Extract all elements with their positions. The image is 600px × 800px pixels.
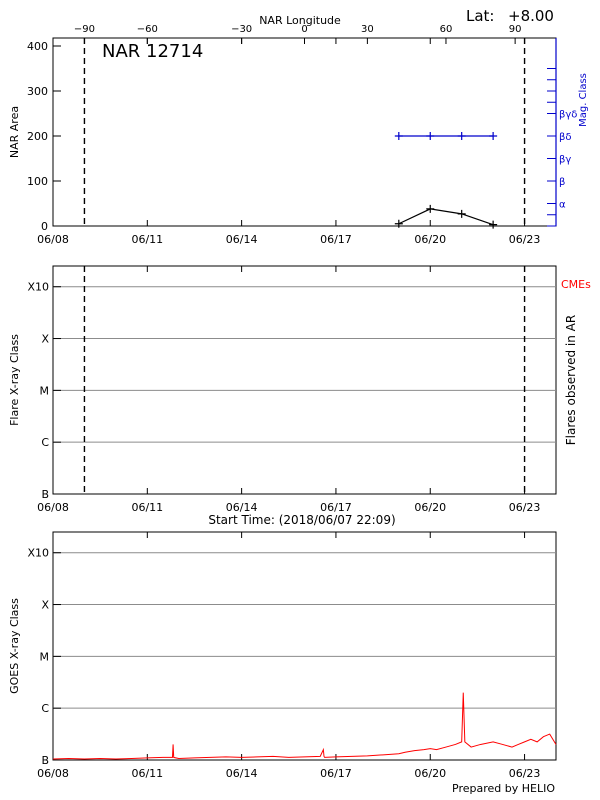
y-tick-label: M bbox=[40, 650, 50, 663]
longitude-tick-label: −30 bbox=[231, 24, 252, 35]
y-tick-label: 400 bbox=[27, 40, 48, 53]
series-line bbox=[398, 208, 494, 226]
nar-area-series bbox=[394, 132, 498, 229]
nar-area-dashed-markers bbox=[83, 38, 526, 226]
longitude-tick-label: 60 bbox=[440, 24, 453, 35]
mag-class-tick-label: βδ bbox=[559, 132, 572, 143]
x-tick-label: 06/14 bbox=[226, 233, 258, 246]
x-tick-label: 06/08 bbox=[37, 501, 69, 514]
data-point-marker bbox=[489, 132, 498, 140]
nar-area-y-ticks: 0 100 200 300 400 bbox=[27, 40, 61, 233]
y-tick-label: X bbox=[41, 599, 49, 612]
goes-flux-line bbox=[52, 692, 557, 760]
nar-area-frame bbox=[52, 37, 557, 227]
x-tick-label: 06/14 bbox=[226, 767, 258, 780]
x-tick-label: 06/14 bbox=[226, 501, 258, 514]
nar-area-x-ticks: 06/08 06/11 06/14 06/17 06/20 06/23 bbox=[37, 38, 540, 246]
y-tick-label: B bbox=[41, 754, 49, 767]
y-tick-label: 100 bbox=[27, 175, 48, 188]
longitude-tick-label: 90 bbox=[509, 24, 522, 35]
data-point-marker bbox=[394, 132, 403, 140]
flare-y-ticks: B C M X X10 bbox=[27, 281, 61, 501]
x-tick-label: 06/08 bbox=[37, 767, 69, 780]
y-tick-label: B bbox=[41, 488, 49, 501]
flare-y2label: Flares observed in AR bbox=[564, 315, 578, 445]
mag-class-tick-label: βγ bbox=[559, 155, 571, 166]
longitude-ticks: −90 −60 −30 0 30 60 90 bbox=[74, 24, 522, 44]
longitude-tick-label: 30 bbox=[361, 24, 374, 35]
longitude-tick-label: −90 bbox=[74, 24, 95, 35]
data-point-marker bbox=[457, 132, 466, 140]
x-tick-label: 06/17 bbox=[320, 767, 352, 780]
region-title: NAR 12714 bbox=[102, 41, 203, 62]
goes-panel-start-time: Start Time: (2018/06/07 22:09) bbox=[208, 513, 395, 527]
data-point-marker bbox=[426, 204, 435, 213]
x-tick-label: 06/11 bbox=[131, 501, 163, 514]
y-tick-label: 0 bbox=[41, 220, 48, 233]
data-point-marker bbox=[489, 220, 498, 229]
mag-class-tick-label: β bbox=[559, 177, 565, 188]
mag-class-ticks: α β βγ βδ βγδ bbox=[547, 38, 577, 227]
y-tick-label: M bbox=[40, 384, 50, 397]
longitude-tick-label: −60 bbox=[137, 24, 158, 35]
y-tick-label: X10 bbox=[27, 547, 49, 560]
y-tick-label: 300 bbox=[27, 85, 48, 98]
y-tick-label: 200 bbox=[27, 130, 48, 143]
x-tick-label: 06/20 bbox=[414, 233, 446, 246]
x-tick-label: 06/20 bbox=[414, 501, 446, 514]
x-tick-label: 06/17 bbox=[320, 501, 352, 514]
goes-x-ticks: 06/08 06/11 06/14 06/17 06/20 06/23 bbox=[37, 532, 540, 780]
data-point-marker bbox=[426, 132, 435, 140]
cme-legend: CMEs bbox=[561, 278, 591, 291]
longitude-tick-label: 0 bbox=[301, 24, 307, 35]
nar-area-panel: 06/08 06/11 06/14 06/17 06/20 06/23 0 100 200 30… bbox=[8, 14, 589, 246]
x-tick-label: 06/11 bbox=[131, 233, 163, 246]
goes-ylabel: GOES X-ray Class bbox=[8, 598, 21, 694]
x-tick-label: 06/23 bbox=[509, 767, 541, 780]
goes-y-ticks: B C M X X10 bbox=[27, 547, 61, 767]
mag-class-tick-label: α bbox=[559, 200, 566, 211]
flare-panel: 06/08 06/11 06/14 06/17 06/20 06/23 B C M X X10 F… bbox=[8, 265, 591, 514]
lat-label: Lat: bbox=[466, 7, 494, 25]
goes-frame bbox=[52, 531, 557, 761]
nar-area-ylabel: NAR Area bbox=[8, 106, 21, 158]
goes-series bbox=[52, 692, 557, 760]
flare-dashed-markers bbox=[83, 266, 526, 494]
longitude-axis-label: NAR Longitude bbox=[259, 14, 341, 27]
flare-grid bbox=[53, 286, 556, 443]
flare-frame bbox=[52, 265, 557, 495]
y-tick-label: X bbox=[41, 333, 49, 346]
data-point-marker bbox=[457, 209, 466, 218]
data-point-marker bbox=[394, 219, 403, 228]
y-tick-label: C bbox=[41, 436, 49, 449]
x-tick-label: 06/20 bbox=[414, 767, 446, 780]
goes-panel: 06/08 06/11 06/14 06/17 06/20 06/23 B C M X X10 S… bbox=[8, 513, 557, 780]
x-tick-label: 06/23 bbox=[509, 233, 541, 246]
lat-value: +8.00 bbox=[508, 7, 554, 25]
y-tick-label: X10 bbox=[27, 281, 49, 294]
x-tick-label: 06/23 bbox=[509, 501, 541, 514]
mag-class-ylabel: Mag. Class bbox=[578, 73, 589, 127]
x-tick-label: 06/08 bbox=[37, 233, 69, 246]
flare-ylabel: Flare X-ray Class bbox=[8, 334, 21, 426]
mag-class-tick-label: βγδ bbox=[559, 110, 577, 121]
goes-grid bbox=[53, 552, 556, 709]
y-tick-label: C bbox=[41, 702, 49, 715]
x-tick-label: 06/11 bbox=[131, 767, 163, 780]
footer-credit: Prepared by HELIO bbox=[452, 782, 555, 795]
x-tick-label: 06/17 bbox=[320, 233, 352, 246]
